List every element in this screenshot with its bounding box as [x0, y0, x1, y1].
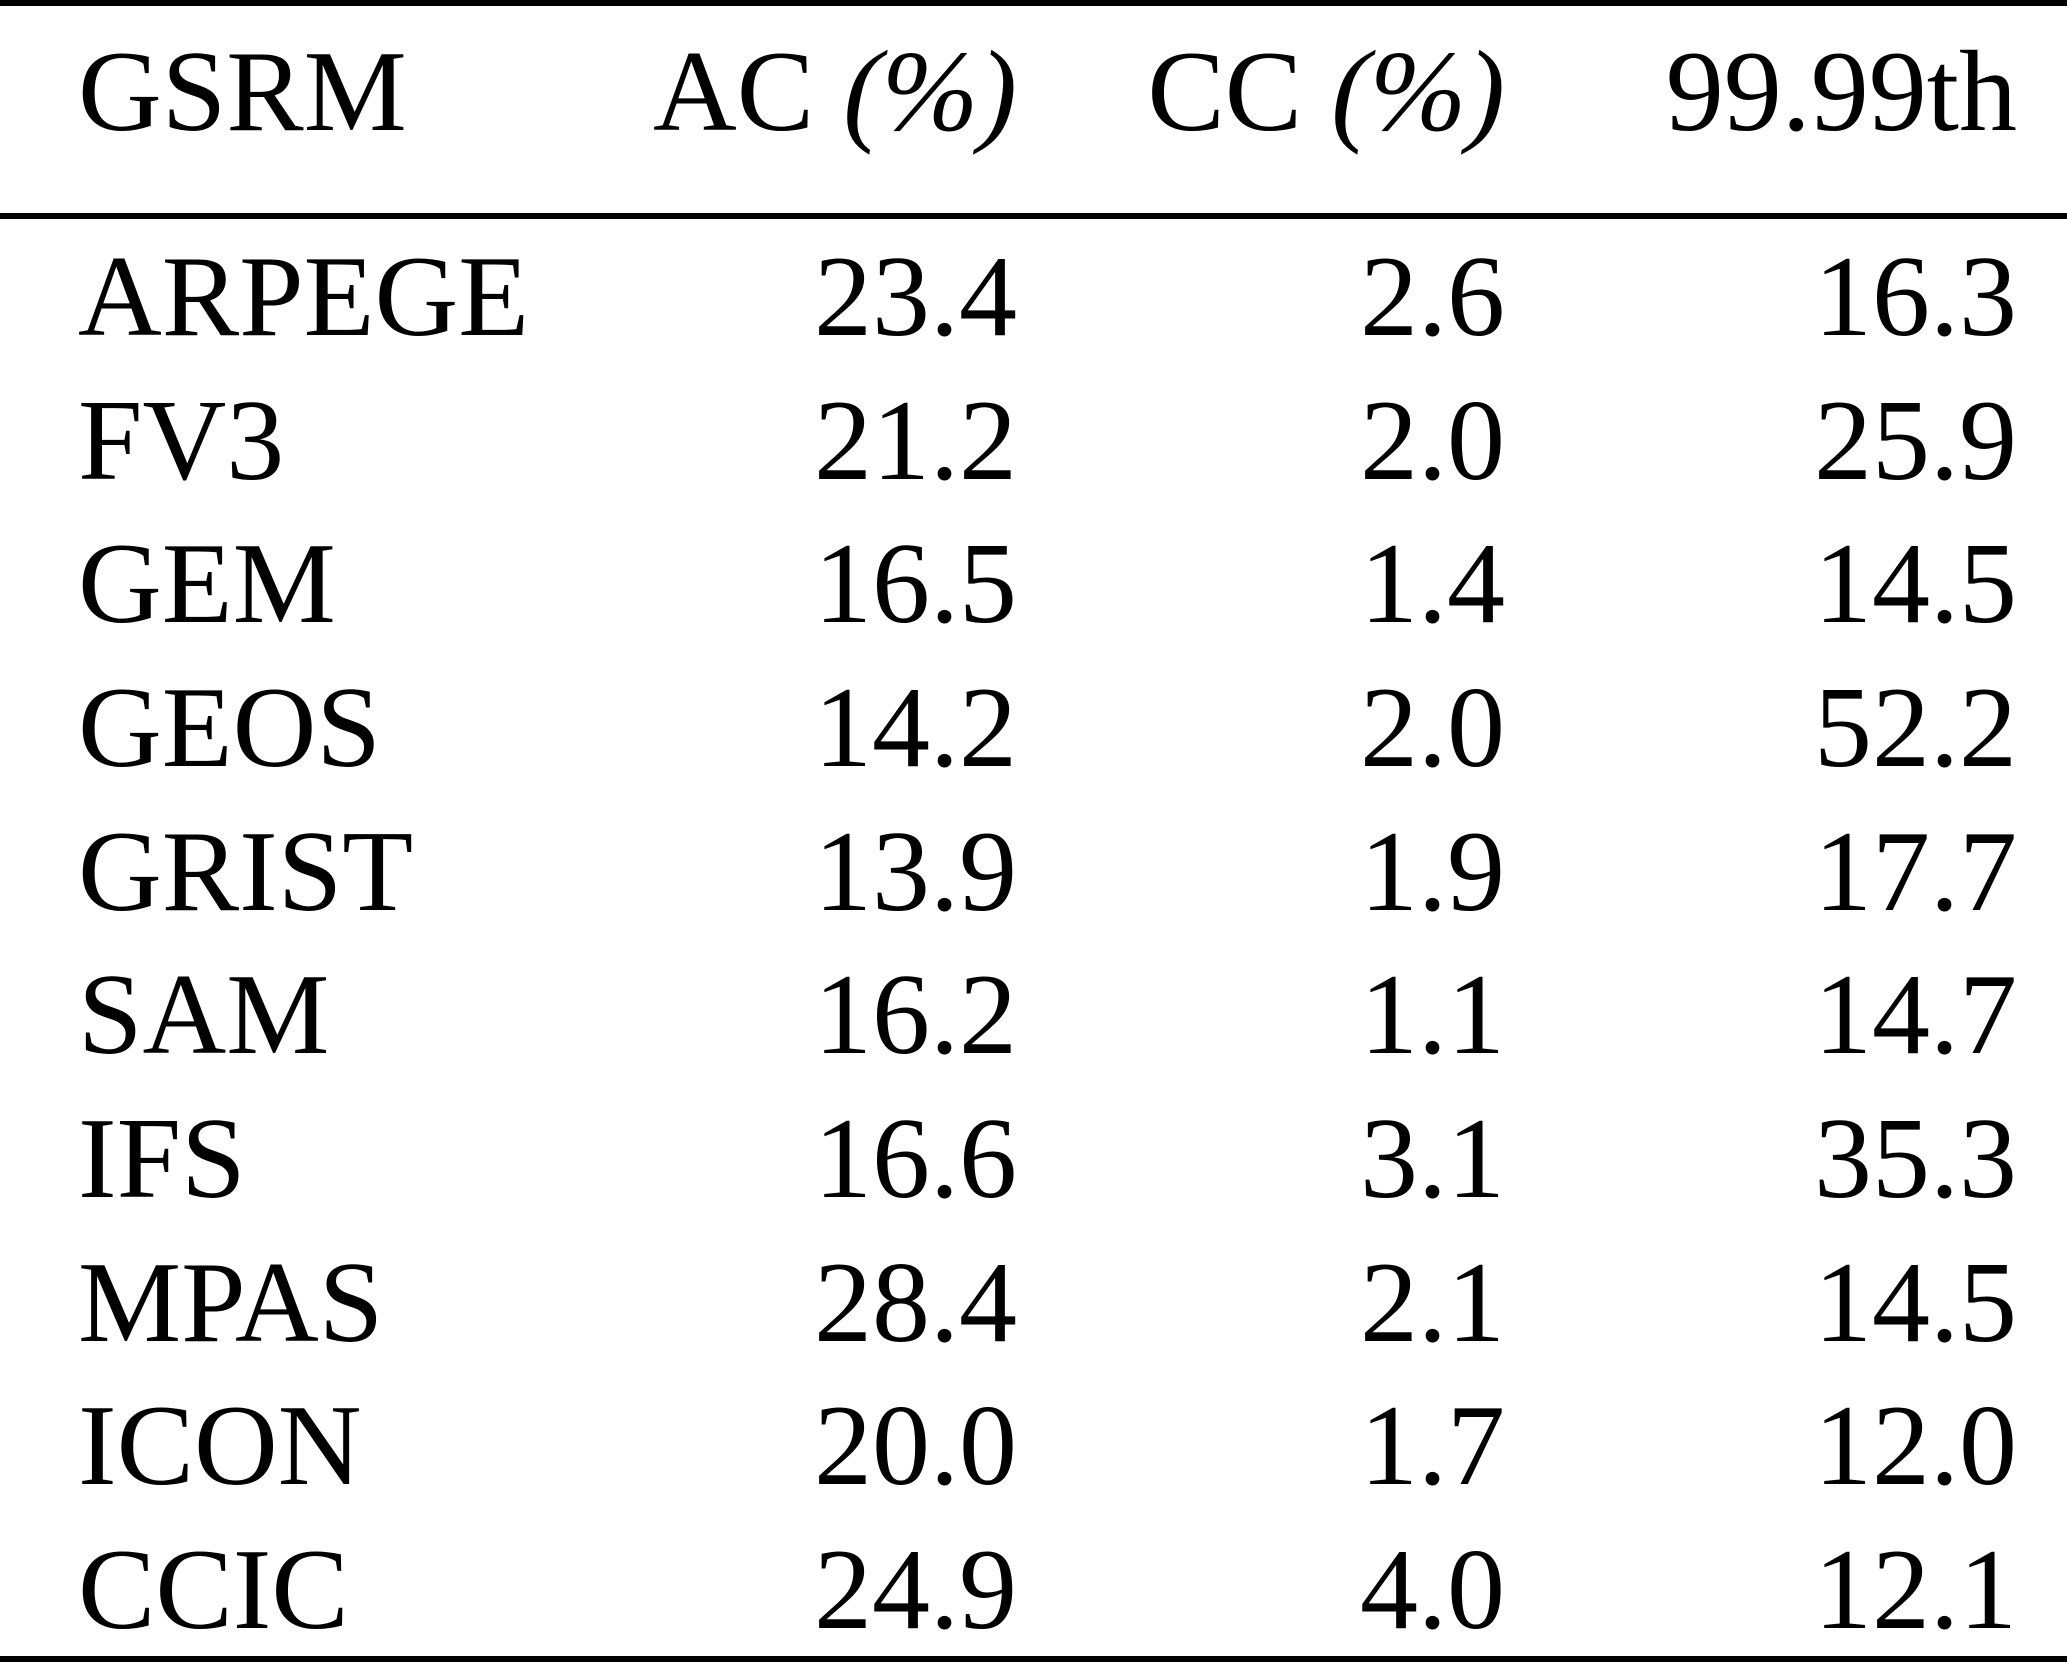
ac-value-cell: 14.2: [814, 663, 1017, 792]
column-header-label: AC: [652, 27, 815, 156]
ac-value-cell: 16.6: [814, 1095, 1017, 1224]
model-name-cell: GEOS: [78, 663, 381, 792]
ac-value-cell: 16.2: [814, 951, 1017, 1080]
table-row: ARPEGE 23.4 2.6 16.3: [0, 219, 2067, 363]
ac-value-cell: 28.4: [814, 1238, 1017, 1367]
model-name-cell: ICON: [78, 1382, 362, 1511]
column-header-label: CC: [1147, 27, 1303, 156]
p99-99th-value-cell: 17.7: [1814, 807, 2017, 936]
ac-value-cell: 23.4: [814, 232, 1017, 361]
header-separator-rule: [0, 213, 2067, 219]
cc-value-cell: 1.7: [1360, 1382, 1505, 1511]
cc-value-cell: 2.6: [1360, 232, 1505, 361]
cc-value-cell: 4.0: [1360, 1526, 1505, 1655]
ac-value-cell: 20.0: [814, 1382, 1017, 1511]
p99-99th-value-cell: 25.9: [1814, 376, 2017, 505]
p99-99th-value-cell: 12.1: [1814, 1526, 2017, 1655]
column-header-cc: CC (%): [1037, 34, 1525, 186]
column-header-unit: (%): [814, 27, 1017, 156]
table-row: GEM 16.5 1.4 14.5: [0, 506, 2067, 650]
column-header-gsrm: GSRM: [0, 34, 620, 186]
p99-99th-value-cell: 35.3: [1814, 1095, 2017, 1224]
column-header-99-99th: 99.99th: [1525, 34, 2067, 186]
table-row: IFS 16.6 3.1 35.3: [0, 1081, 2067, 1225]
column-header-label: GSRM: [78, 27, 407, 156]
cc-value-cell: 1.9: [1360, 807, 1505, 936]
column-header-unit: (%): [1302, 27, 1505, 156]
p99-99th-value-cell: 14.7: [1814, 951, 2017, 1080]
model-name-cell: MPAS: [78, 1238, 384, 1367]
p99-99th-value-cell: 16.3: [1814, 232, 2017, 361]
p99-99th-value-cell: 14.5: [1814, 520, 2017, 649]
model-name-cell: IFS: [78, 1095, 246, 1224]
cc-value-cell: 2.0: [1360, 663, 1505, 792]
model-name-cell: GRIST: [78, 807, 414, 936]
cc-value-cell: 3.1: [1360, 1095, 1505, 1224]
table-row: GRIST 13.9 1.9 17.7: [0, 794, 2067, 938]
cc-value-cell: 1.4: [1360, 520, 1505, 649]
table-row: GEOS 14.2 2.0 52.2: [0, 650, 2067, 794]
bottom-rule: [0, 1656, 2067, 1662]
ac-value-cell: 16.5: [814, 520, 1017, 649]
p99-99th-value-cell: 12.0: [1814, 1382, 2017, 1511]
cc-value-cell: 2.1: [1360, 1238, 1505, 1367]
column-header-label: 99.99th: [1665, 27, 2017, 156]
column-header-ac: AC (%): [620, 34, 1037, 186]
top-rule: [0, 0, 2067, 6]
cc-value-cell: 1.1: [1360, 951, 1505, 1080]
ac-value-cell: 21.2: [814, 376, 1017, 505]
table-row: SAM 16.2 1.1 14.7: [0, 938, 2067, 1082]
table-row: CCIC 24.9 4.0 12.1: [0, 1512, 2067, 1656]
ac-value-cell: 24.9: [814, 1526, 1017, 1655]
p99-99th-value-cell: 14.5: [1814, 1238, 2017, 1367]
model-name-cell: ARPEGE: [78, 232, 530, 361]
model-name-cell: FV3: [78, 376, 285, 505]
table-header-row: GSRM AC (%) CC (%) 99.99th: [0, 6, 2067, 213]
cc-value-cell: 2.0: [1360, 376, 1505, 505]
model-name-cell: SAM: [78, 951, 330, 1080]
ac-value-cell: 13.9: [814, 807, 1017, 936]
model-name-cell: GEM: [78, 520, 336, 649]
table-row: FV3 21.2 2.0 25.9: [0, 363, 2067, 507]
table-body: ARPEGE 23.4 2.6 16.3 FV3 21.2 2.0 25.9 G…: [0, 219, 2067, 1656]
model-name-cell: CCIC: [78, 1526, 349, 1655]
p99-99th-value-cell: 52.2: [1814, 663, 2017, 792]
table-row: ICON 20.0 1.7 12.0: [0, 1369, 2067, 1513]
table-row: MPAS 28.4 2.1 14.5: [0, 1225, 2067, 1369]
